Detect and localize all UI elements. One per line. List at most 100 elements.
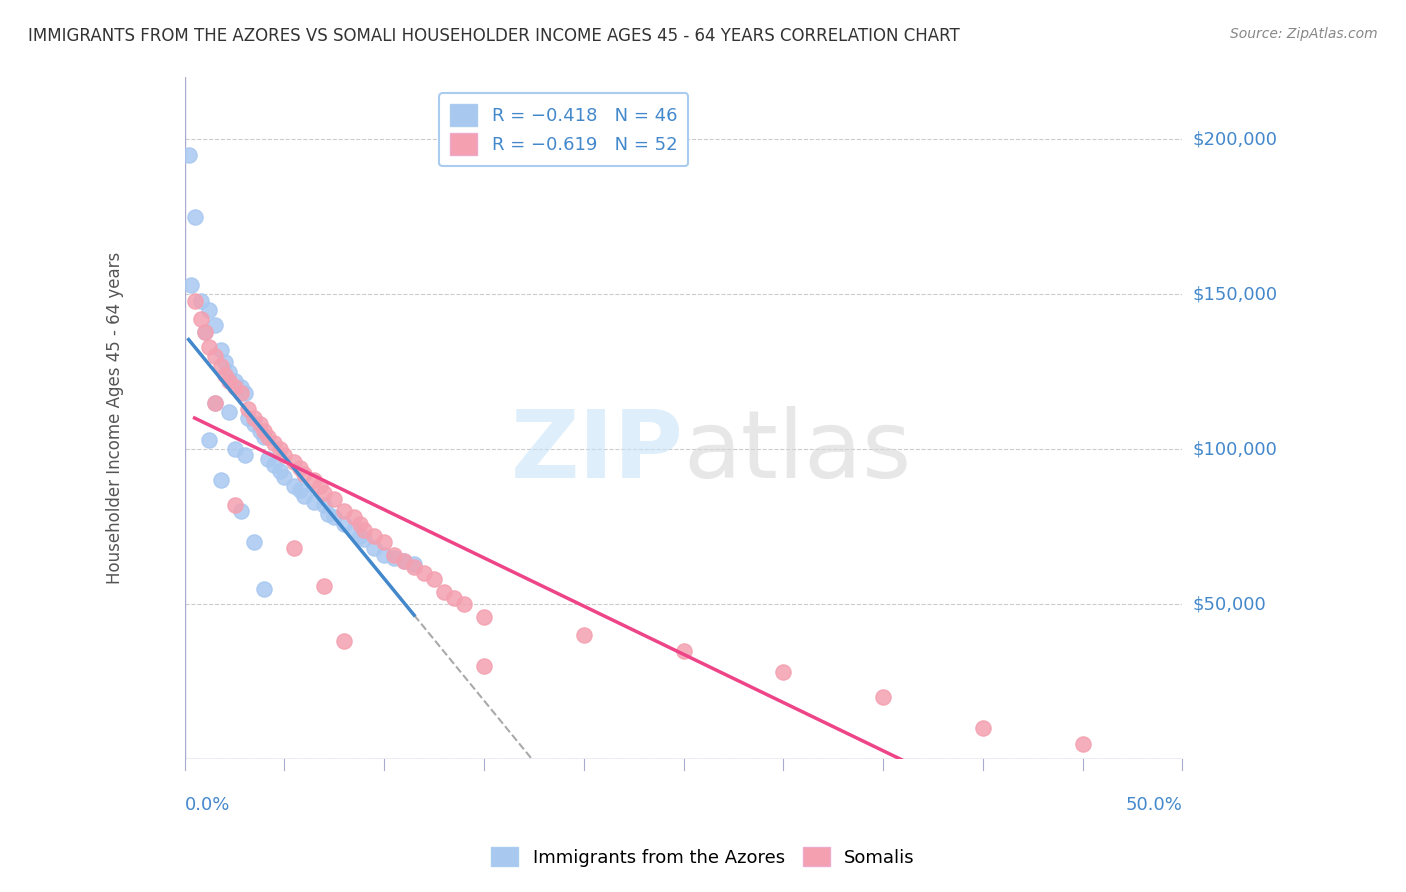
Point [382,550,405,565]
Point [382,548,405,562]
Point [472,659,495,673]
Point [423,573,446,587]
Point [257,451,280,466]
Text: 50.0%: 50.0% [1126,797,1182,814]
Point [183,210,205,224]
Point [392,554,415,568]
Point [292,489,315,503]
Point [229,386,252,401]
Point [209,343,232,357]
Point [373,535,395,549]
Point [404,557,426,571]
Point [224,442,246,457]
Text: IMMIGRANTS FROM THE AZORES VS SOMALI HOUSEHOLDER INCOME AGES 45 - 64 YEARS CORRE: IMMIGRANTS FROM THE AZORES VS SOMALI HOU… [28,27,960,45]
Point [572,628,595,642]
Point [209,473,232,487]
Point [304,495,326,509]
Point [349,529,371,543]
Point [304,473,326,487]
Point [373,548,395,562]
Text: Householder Income Ages 45 - 64 years: Householder Income Ages 45 - 64 years [105,252,124,584]
Point [218,374,240,388]
Point [672,643,695,657]
Point [218,365,240,379]
Point [353,532,375,546]
Point [333,504,356,518]
Legend: R = −0.418   N = 46, R = −0.619   N = 52: R = −0.418 N = 46, R = −0.619 N = 52 [440,94,688,166]
Point [283,541,305,556]
Point [229,380,252,394]
Legend: Immigrants from the Azores, Somalis: Immigrants from the Azores, Somalis [484,840,922,874]
Point [343,523,366,537]
Point [253,430,276,444]
Point [453,597,475,611]
Point [257,430,280,444]
Point [263,458,285,472]
Point [404,560,426,574]
Point [290,460,312,475]
Point [197,340,219,354]
Point [214,368,236,382]
Text: atlas: atlas [683,407,912,499]
Point [314,498,336,512]
Point [243,411,266,425]
Point [363,529,385,543]
Point [314,485,336,500]
Point [309,479,332,493]
Point [263,436,285,450]
Point [292,467,315,481]
Point [314,578,336,592]
Text: 0.0%: 0.0% [184,797,231,814]
Point [413,566,436,581]
Point [243,417,266,432]
Point [243,535,266,549]
Point [233,386,256,401]
Point [349,516,371,531]
Point [333,516,356,531]
Point [190,293,212,308]
Point [253,424,276,438]
Point [253,582,276,596]
Point [177,148,200,162]
Point [238,411,260,425]
Point [273,470,295,484]
Point [363,541,385,556]
Point [183,293,205,308]
Point [204,349,226,363]
Point [204,396,226,410]
Text: ZIP: ZIP [510,407,683,499]
Point [343,510,366,524]
Point [214,355,236,369]
Point [443,591,465,605]
Point [194,325,217,339]
Point [204,318,226,333]
Text: $50,000: $50,000 [1192,595,1267,613]
Point [249,424,271,438]
Point [224,374,246,388]
Point [433,584,456,599]
Point [249,417,271,432]
Point [392,554,415,568]
Point [772,665,794,680]
Point [224,380,246,394]
Text: $100,000: $100,000 [1192,441,1278,458]
Point [233,449,256,463]
Text: $200,000: $200,000 [1192,130,1278,148]
Point [204,396,226,410]
Text: $150,000: $150,000 [1192,285,1278,303]
Point [972,721,994,735]
Point [472,609,495,624]
Point [333,634,356,648]
Point [224,498,246,512]
Point [318,508,340,522]
Point [197,302,219,317]
Point [323,510,346,524]
Point [283,455,305,469]
Point [323,491,346,506]
Point [197,433,219,447]
Point [238,401,260,416]
Point [283,479,305,493]
Text: Source: ZipAtlas.com: Source: ZipAtlas.com [1230,27,1378,41]
Point [273,449,295,463]
Point [353,523,375,537]
